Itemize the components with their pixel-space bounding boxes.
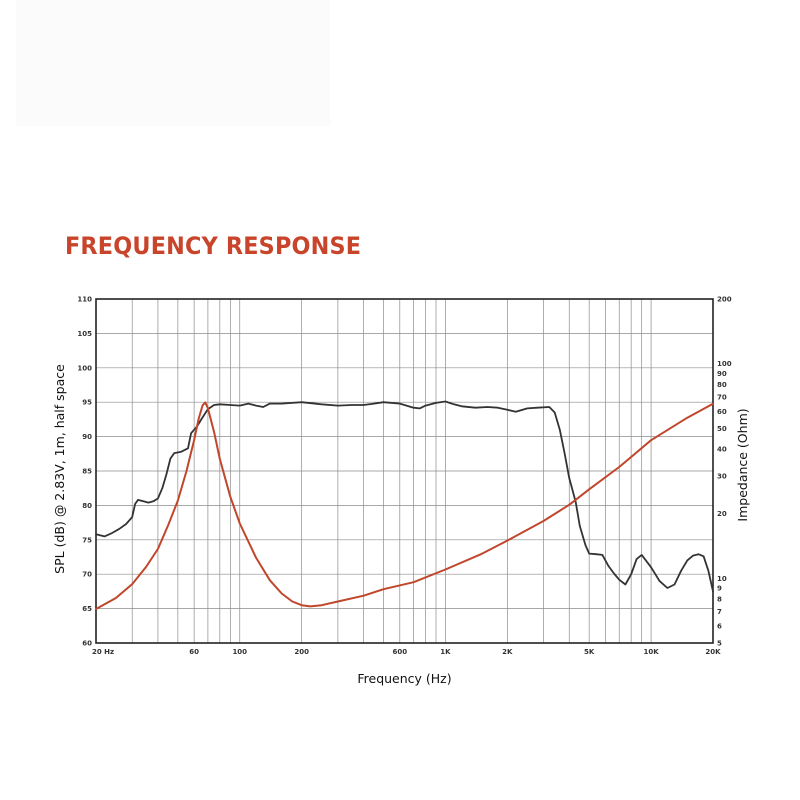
y-tick-label: 100 <box>77 364 92 372</box>
y-tick-label: 110 <box>77 296 92 304</box>
y-tick-label: 60 <box>82 640 92 648</box>
y2-tick-label: 40 <box>717 446 727 454</box>
y-tick-label: 95 <box>82 399 92 407</box>
plot-frame <box>95 298 714 644</box>
x-tick-label: 200 <box>294 648 309 656</box>
y2-tick-label: 200 <box>717 296 732 304</box>
y2-tick-label: 9 <box>717 585 722 593</box>
y2-tick-label: 5 <box>717 640 722 648</box>
y-axis-title: SPL (dB) @ 2.83V, 1m, half space <box>52 364 67 574</box>
x-tick-label: 100 <box>232 648 247 656</box>
x-tick-label: 20K <box>705 648 721 656</box>
y2-tick-label: 20 <box>717 510 727 518</box>
x-tick-label: 10K <box>644 648 660 656</box>
impedance-curve <box>95 401 714 610</box>
x-axis-title: Frequency (Hz) <box>357 671 451 686</box>
y2-axis-title: Impedance (Ohm) <box>735 408 750 521</box>
x-tick-label: 60 <box>189 648 199 656</box>
y2-tick-label: 50 <box>717 425 727 433</box>
series-layer <box>95 400 714 610</box>
y2-tick-label: 30 <box>717 472 727 480</box>
tick-labels: 20 Hz 60 100 200 600 1K 2K 5K 10K 20K606570758085… <box>77 296 731 657</box>
x-tick-label: 5K <box>584 648 595 656</box>
y-tick-label: 75 <box>82 536 92 544</box>
x-tick-label: 20 Hz <box>92 648 114 656</box>
y2-tick-label: 80 <box>717 381 727 389</box>
y2-tick-label: 7 <box>717 608 722 616</box>
x-tick-label: 600 <box>392 648 407 656</box>
y-tick-label: 90 <box>82 433 92 441</box>
background-panel <box>16 0 330 126</box>
y-tick-label: 65 <box>82 605 92 613</box>
y-tick-label: 70 <box>82 571 92 579</box>
grid-lines <box>96 299 713 643</box>
y-tick-label: 85 <box>82 468 92 476</box>
y2-tick-label: 8 <box>717 596 722 604</box>
y-tick-label: 80 <box>82 502 92 510</box>
y2-tick-label: 70 <box>717 393 727 401</box>
x-tick-label: 1K <box>440 648 451 656</box>
spl-curve <box>95 400 714 593</box>
y2-tick-label: 10 <box>717 575 727 583</box>
x-tick-label: 2K <box>502 648 513 656</box>
y-tick-label: 105 <box>77 330 92 338</box>
y2-tick-label: 60 <box>717 408 727 416</box>
y2-tick-label: 6 <box>717 622 722 630</box>
y2-tick-label: 100 <box>717 360 732 368</box>
section-heading: FREQUENCY RESPONSE <box>65 232 362 260</box>
y2-tick-label: 90 <box>717 370 727 378</box>
